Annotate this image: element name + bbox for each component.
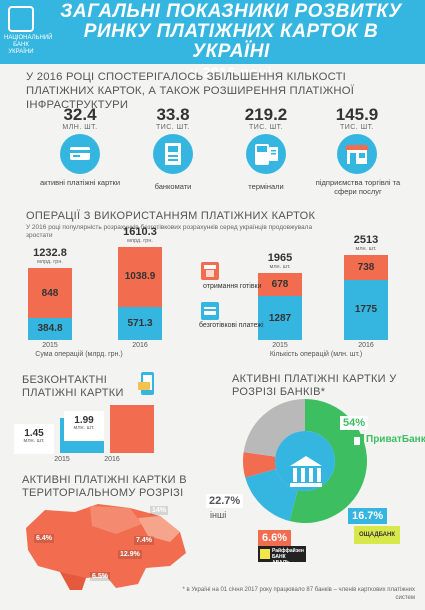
- sum-bar-cash-2015: 848: [28, 268, 72, 318]
- sum-total-2016: 1610.3: [123, 225, 157, 238]
- title-line-2: РИНКУ ПЛАТІЖНИХ КАРТОК В УКРАЇНІ: [83, 21, 379, 62]
- sum-year-2016: 2016: [132, 342, 148, 349]
- logo-text: НАЦІОНАЛЬНИЙ БАНК УКРАЇНИ: [4, 35, 53, 55]
- legend-noncash-label: безготівкові платежі: [199, 322, 264, 329]
- header-banner: [0, 0, 425, 64]
- kpi-cards-unit: МЛН. ШТ.: [62, 124, 98, 131]
- map-label-1: 6.4%: [34, 534, 54, 543]
- count-bar-noncash-2015: 1287: [258, 296, 302, 340]
- pie-label-3: 22.7%: [206, 494, 244, 508]
- pie-slice-0: [289, 399, 367, 523]
- regions-title: АКТИВНІ ПЛАТІЖНІ КАРТКИ В ТЕРИТОРІАЛЬНОМ…: [22, 474, 187, 499]
- count-bar-noncash-2016: 1775: [344, 279, 388, 340]
- contactless-unit-2016: млн. шт.: [73, 425, 95, 432]
- count-unit-2016: млн. шт.: [355, 245, 377, 252]
- privatbank-logo: ПриватБанк: [350, 432, 425, 450]
- contactless-title: БЕЗКОНТАКТНІ ПЛАТІЖНІ КАРТКИ: [22, 374, 124, 399]
- kpi-shop-value: 145.9: [335, 105, 379, 124]
- map-label-3: 12.9%: [118, 550, 142, 559]
- count-unit-2015: млн. шт.: [269, 264, 291, 271]
- kpi-atm-unit: ТИС. ШТ.: [155, 124, 191, 131]
- count-bar-cash-2016: 738: [344, 254, 388, 280]
- shop-icon: [337, 134, 377, 174]
- chart-count-title: Кількість операцій (млн. шт.): [269, 351, 363, 358]
- operations-note: У 2016 році популярність розрахунків без…: [26, 224, 313, 239]
- kpi-cards-caption: активні платіжні картки: [39, 178, 121, 187]
- count-total-2015: 1965: [267, 252, 293, 265]
- kpi-shop-unit: ТИС. ШТ.: [339, 124, 375, 131]
- intro-text: У 2016 РОЦІ СПОСТЕРІГАЛОСЬ ЗБІЛЬШЕННЯ КІ…: [26, 71, 355, 111]
- sum-unit-2015: млрд. грн.: [37, 259, 63, 266]
- kpi-atm-caption: банкомати: [154, 182, 192, 191]
- kpi-cards-value: 32.4: [63, 105, 97, 124]
- contactless-unit-2015: млн. шт.: [23, 438, 45, 445]
- legend-cash-label: отримання готівки: [203, 283, 262, 290]
- card-icon: [60, 134, 100, 174]
- sum-total-2015: 1232.8: [33, 247, 67, 260]
- cash-legend-icon: [201, 262, 219, 280]
- banks-title: АКТИВНІ ПЛАТІЖНІ КАРТКИ У РОЗРІЗІ БАНКІВ…: [232, 373, 397, 398]
- chart-sum-title: Сума операцій (млрд. грн.): [35, 351, 123, 358]
- footnote: * в Україні на 01 січня 2017 року працюв…: [182, 587, 415, 601]
- page-title: ЗАГАЛЬНІ ПОКАЗНИКИ РОЗВИТКУ РИНКУ ПЛАТІЖ…: [46, 2, 416, 82]
- pie-slice-1: [245, 469, 298, 522]
- map-label-2: 7.4%: [134, 536, 154, 545]
- sum-bar-cash-2016: 1038.9: [118, 246, 162, 307]
- sum-unit-2016: млрд. грн.: [127, 237, 153, 244]
- pie-slice-2: [243, 452, 277, 478]
- sum-year-2015: 2015: [42, 342, 58, 349]
- title-line-1: ЗАГАЛЬНІ ПОКАЗНИКИ РОЗВИТКУ: [60, 1, 402, 22]
- contactless-year-2016: 2016: [104, 456, 120, 463]
- atm-icon: [153, 134, 193, 174]
- contactless-bar-2016: [110, 405, 154, 453]
- oschadbank-logo: ОЩАДБАНК: [354, 526, 400, 544]
- count-year-2015: 2015: [272, 342, 288, 349]
- count-total-2016: 2513: [353, 233, 379, 246]
- count-year-2016: 2016: [358, 342, 374, 349]
- sum-bar-noncash-2015: 384.8: [28, 317, 72, 340]
- kpi-terminal-unit: ТИС. ШТ.: [248, 124, 284, 131]
- contactless-label-2016: 1.99: [64, 411, 104, 442]
- pie-label-1: 16.7%: [348, 508, 388, 524]
- kpi-terminal-caption: термінали: [248, 182, 284, 191]
- map-label-0: 14%: [150, 506, 169, 515]
- raiffeisen-name: Райффайзен БАНК АВАЛЬ: [272, 548, 304, 566]
- title-line-3: у 2016 році: [190, 64, 272, 80]
- noncash-legend-icon: [201, 302, 219, 320]
- kpi-shop-caption: підприємства торгівлі та сфери послуг: [315, 178, 401, 196]
- pie-label-2: 6.6%: [258, 530, 292, 546]
- contactless-label-2015: 1.45: [14, 424, 54, 455]
- contactless-year-2015: 2015: [54, 456, 70, 463]
- map-label-4: 6.5%: [90, 572, 110, 581]
- phone-icon: [137, 370, 159, 398]
- bank-building-icon: [286, 452, 326, 492]
- pie-slice-3: [243, 399, 305, 457]
- pie-label-0: 54%: [340, 416, 369, 430]
- nbu-emblem-icon: [8, 6, 34, 32]
- kpi-terminal-value: 219.2: [244, 105, 288, 124]
- pie-label-other-name: інші: [210, 510, 227, 520]
- ukraine-map: [26, 504, 186, 590]
- operations-title: ОПЕРАЦІЇ З ВИКОРИСТАННЯМ ПЛАТІЖНИХ КАРТО…: [26, 210, 316, 222]
- count-bar-cash-2015: 678: [258, 273, 302, 297]
- nbu-logo: НАЦІОНАЛЬНИЙ БАНК УКРАЇНИ: [4, 6, 52, 55]
- sum-bar-noncash-2016: 571.3: [118, 306, 162, 340]
- terminal-icon: [246, 134, 286, 174]
- privatbank-name: ПриватБанк: [366, 434, 425, 445]
- kpi-atm-value: 33.8: [156, 105, 190, 124]
- raiffeisen-logo: Райффайзен БАНК АВАЛЬ: [258, 546, 306, 566]
